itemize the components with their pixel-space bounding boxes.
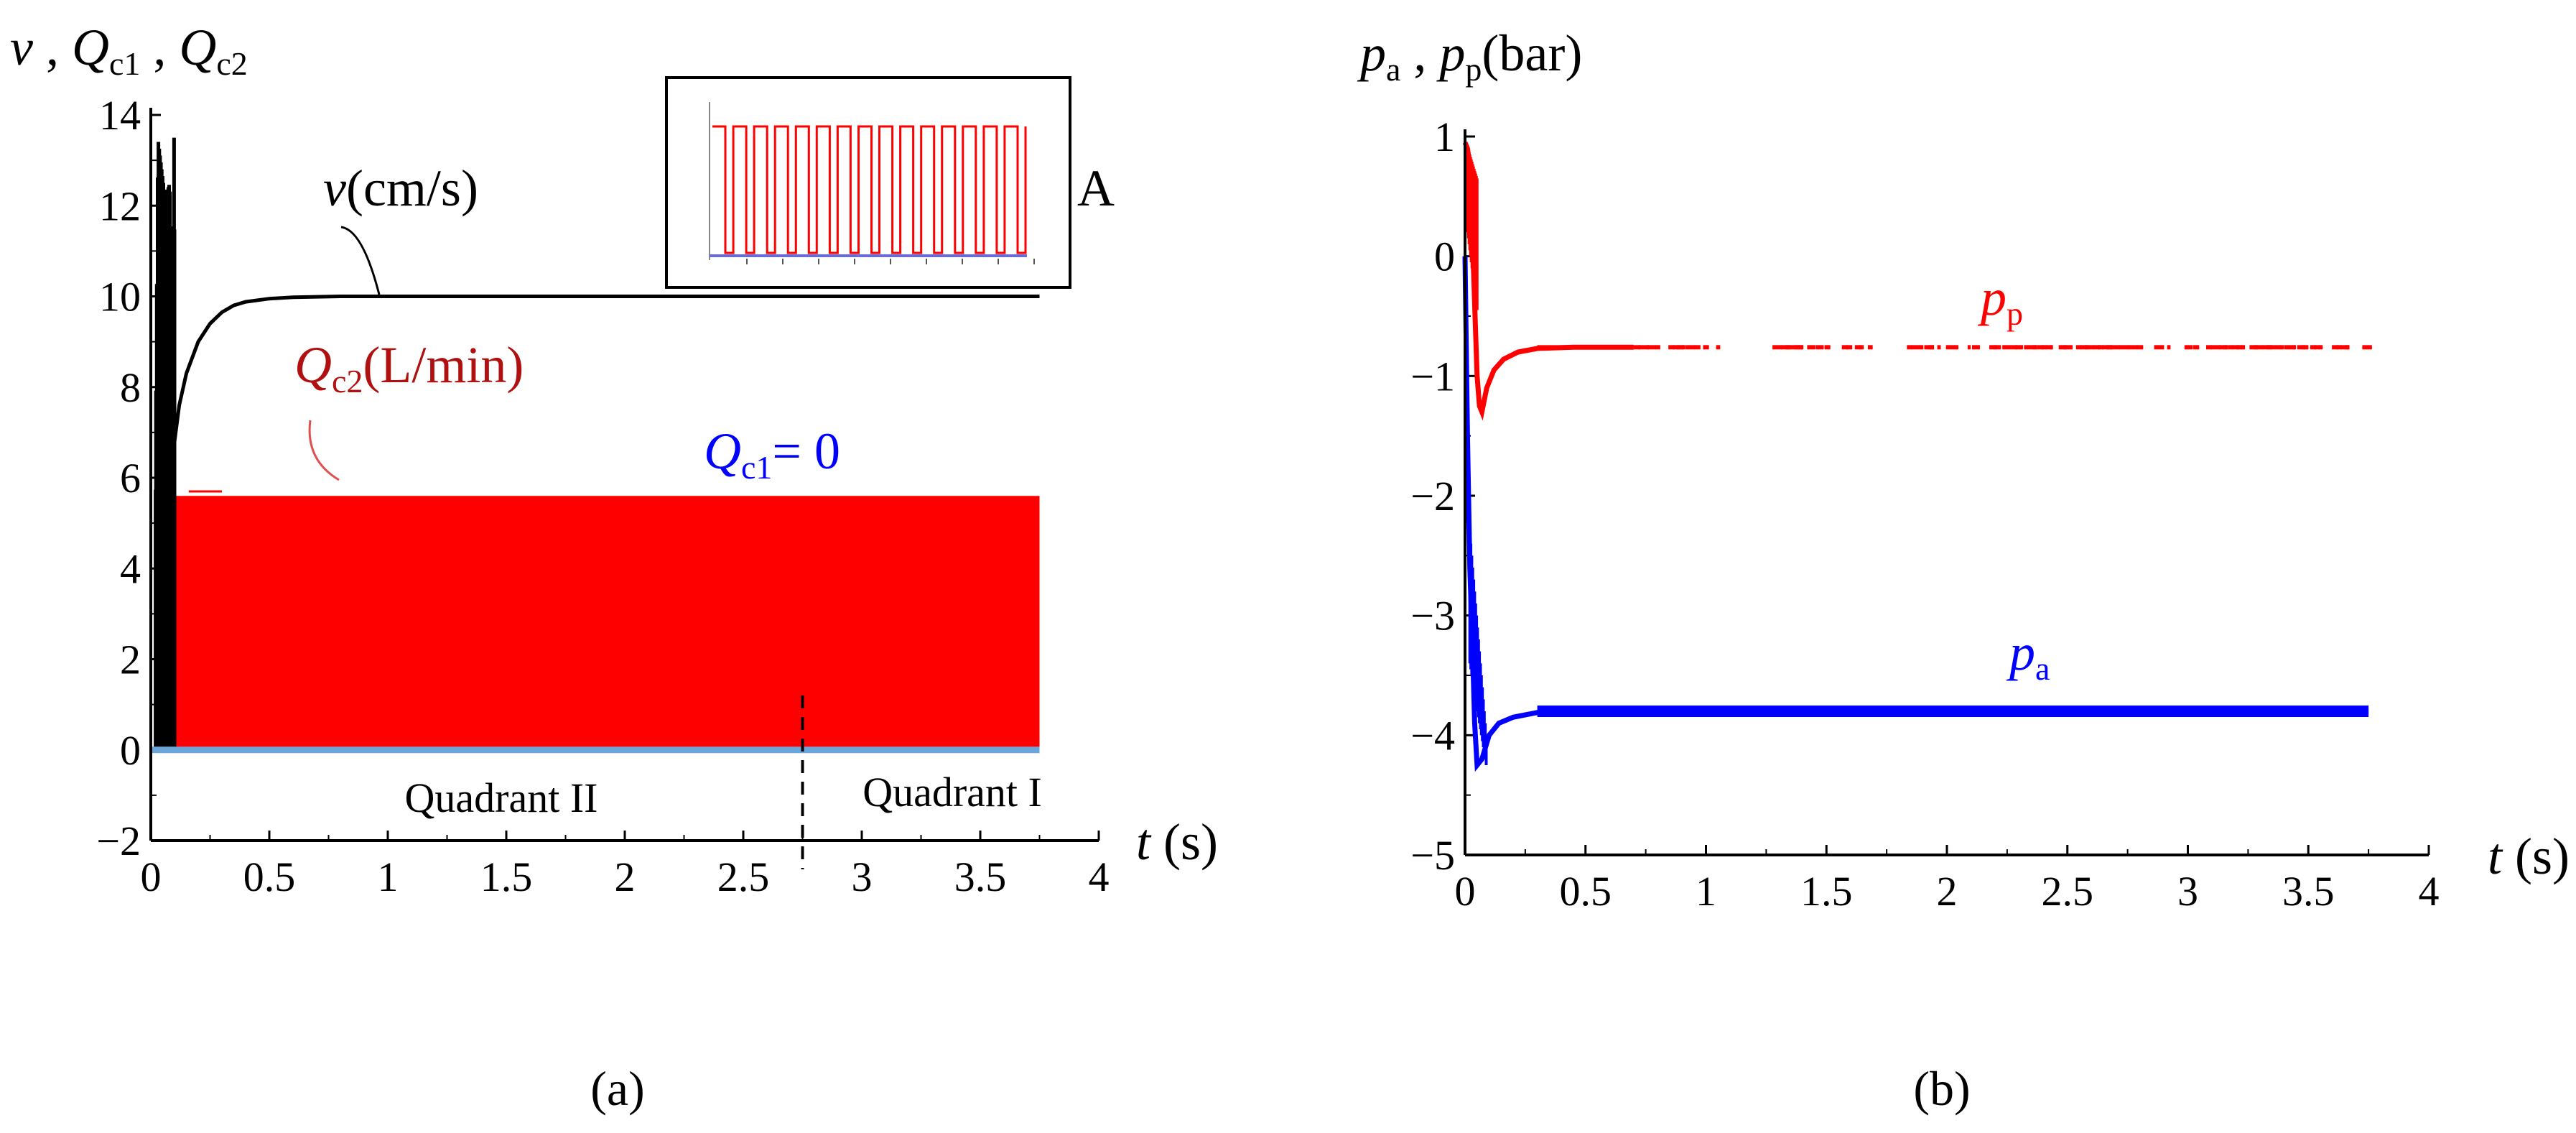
x-tick-label: 3.5: [2282, 868, 2335, 915]
x-tick-label: 0.5: [243, 854, 296, 900]
y-tick-label: 4: [120, 545, 141, 592]
inset-square-wave: [712, 125, 1027, 254]
y-tick-label: 14: [99, 92, 141, 139]
axes-a: [149, 108, 1099, 842]
pa-startup-ripple: [1468, 532, 1488, 765]
y-tick-label: 12: [99, 182, 141, 229]
x-tick-label: 2.5: [2042, 868, 2094, 915]
y-tick-label: 6: [120, 455, 141, 501]
x-tick-label: 0: [141, 854, 162, 900]
x-tick-label: 3: [2177, 868, 2198, 915]
y-tick-label: 0: [1434, 233, 1455, 280]
v-series-label: v(cm/s): [323, 159, 478, 217]
x-tick-label: 4: [1089, 854, 1110, 900]
inset-a: [665, 76, 1071, 289]
y-tick-label: −2: [96, 818, 141, 864]
y-tick-label: −4: [1410, 712, 1455, 759]
qc2-series-band: [175, 496, 1040, 750]
y-axis-label-a: v , Qc1 , Qc2: [10, 19, 248, 82]
x-tick-label: 4: [2419, 868, 2440, 915]
y-tick-label: −3: [1410, 593, 1455, 639]
y-tick-label: 2: [120, 637, 141, 683]
y-tick-label: −2: [1410, 473, 1455, 519]
ticks-b: 0 0.5 1 1.5 2 2.5 3 3.5 4 −5 −4 −3 −2 −1 0 1: [1410, 114, 2439, 915]
pa-settled-band: [1537, 706, 2369, 717]
chart-panel-a: v , Qc1 , Qc2 0 0.5 1 1.5 2 2.5 3 3.5 4−20246810…: [10, 19, 1218, 1116]
x-tick-label: 0: [1455, 868, 1476, 915]
x-axis-label-a: t (s): [1136, 813, 1218, 871]
v-series-line: [172, 295, 1040, 442]
plot-area-b: [1462, 141, 2372, 772]
axes-b: [1464, 129, 2429, 856]
pa-series-label: pa: [2006, 624, 2050, 687]
inset-ticks: [746, 259, 1035, 264]
y-tick-label: −1: [1410, 353, 1455, 399]
x-tick-label: 2.5: [717, 854, 770, 900]
x-tick-label: 1.5: [480, 854, 533, 900]
caption-a: (a): [590, 1061, 644, 1116]
x-tick-label: 1: [1696, 868, 1716, 915]
inset-label: A: [1077, 159, 1115, 217]
y-tick-label: 1: [1434, 114, 1455, 160]
qc2-series-label: Qc2(L/min): [294, 336, 524, 399]
pp-series-label: pp: [1977, 269, 2023, 332]
quadrant-ii-label: Quadrant II: [405, 774, 598, 821]
pp-series-line: [1462, 141, 1634, 421]
y-tick-label: 0: [120, 727, 141, 774]
pa-series-line: [1462, 256, 2369, 772]
x-tick-label: 2: [1937, 868, 1958, 915]
qc1-series-label: Qc1= 0: [704, 422, 840, 486]
quadrant-i-label: Quadrant I: [862, 769, 1042, 815]
x-tick-label: 3: [852, 854, 873, 900]
y-tick-label: −5: [1410, 832, 1455, 879]
caption-b: (b): [1913, 1061, 1970, 1116]
y-tick-label: 10: [99, 274, 141, 320]
x-tick-label: 3.5: [954, 854, 1007, 900]
x-tick-label: 2: [615, 854, 636, 900]
plot-area-a: [151, 137, 1040, 869]
x-tick-label: 1: [378, 854, 399, 900]
x-tick-label: 1.5: [1800, 868, 1853, 915]
chart-panel-b: pa , pp(bar) 0 0.5 1 1.5 2 2.5 3 3.5 4 −5 −4 −3 −2 −1…: [1357, 24, 2570, 1116]
qc2-label-leader: [308, 420, 340, 481]
x-axis-label-b: t (s): [2488, 828, 2570, 885]
v-startup-fill: [160, 341, 175, 750]
x-tick-label: 0.5: [1560, 868, 1612, 915]
inset-wave-line: [712, 125, 1027, 254]
y-axis-label-b: pa , pp(bar): [1357, 24, 1582, 88]
v-label-leader: [340, 226, 381, 295]
y-tick-label: 8: [120, 364, 141, 411]
